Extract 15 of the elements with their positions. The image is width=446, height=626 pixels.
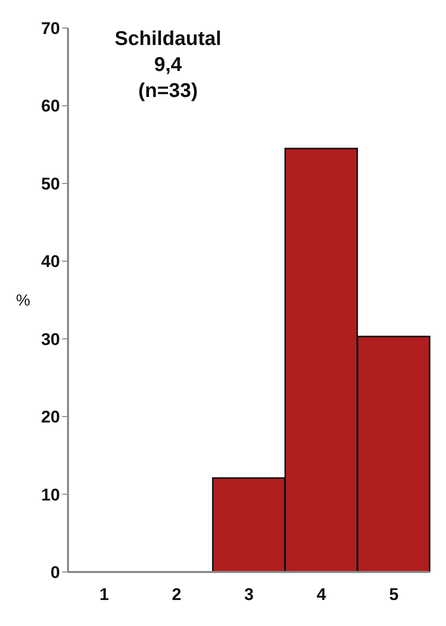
x-tick-label: 3 xyxy=(244,585,254,604)
y-tick-label: 70 xyxy=(41,19,60,38)
y-tick-label: 10 xyxy=(41,485,60,504)
x-tick-label: 1 xyxy=(99,585,109,604)
text: Schildautal 9,4 (n=33) xyxy=(114,27,222,104)
y-tick-label: 40 xyxy=(41,252,60,272)
x-tick-label: 2 xyxy=(172,585,182,604)
x-tick-label: 4 xyxy=(316,585,327,604)
y-tick-label: 0 xyxy=(50,563,60,582)
y-tick-label: 20 xyxy=(41,408,60,427)
y-tick-label: 30 xyxy=(41,330,60,349)
x-tick-label: 5 xyxy=(389,585,399,604)
y-tick-label: 50 xyxy=(41,174,60,194)
y-tick-label: 60 xyxy=(41,96,60,116)
y-axis-title: % xyxy=(16,292,30,310)
